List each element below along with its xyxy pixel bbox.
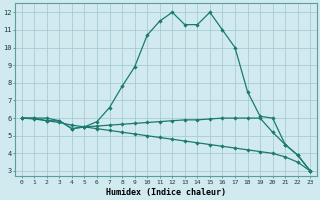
X-axis label: Humidex (Indice chaleur): Humidex (Indice chaleur) <box>106 188 226 197</box>
